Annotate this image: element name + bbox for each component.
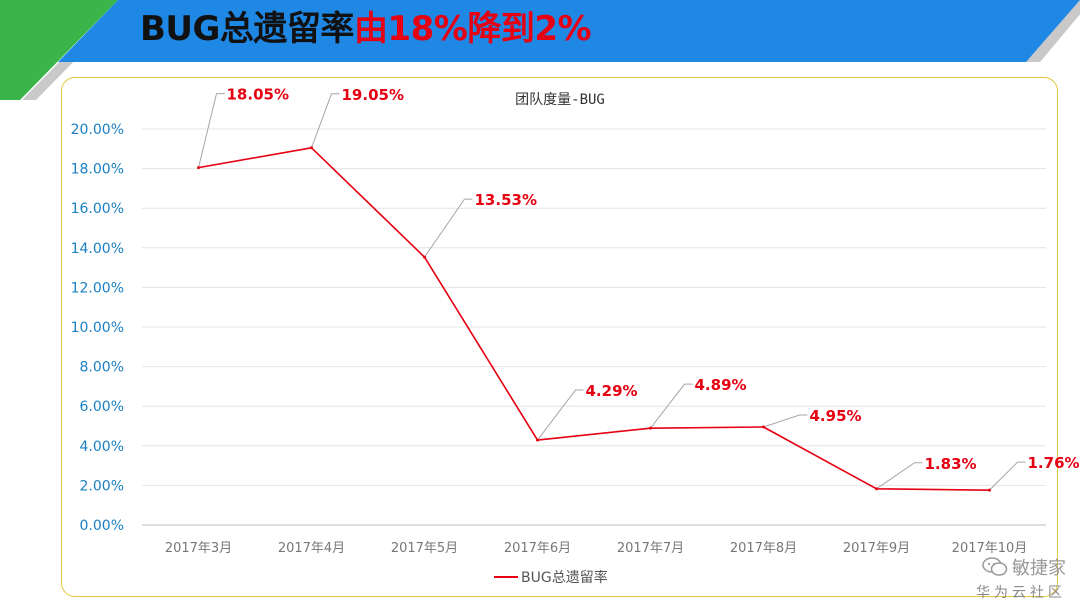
x-tick-label: 2017年7月 bbox=[617, 541, 684, 556]
x-tick-label: 2017年8月 bbox=[730, 541, 797, 556]
series-line bbox=[198, 147, 990, 491]
x-tick-label: 2017年9月 bbox=[843, 541, 910, 556]
y-tick-label: 8.00% bbox=[80, 360, 124, 376]
data-labels: 18.05% 19.05% 13.53% 4.29% 4.89% 4.95% 1.83% 1.… bbox=[227, 86, 1080, 473]
data-label: 4.29% bbox=[586, 382, 638, 400]
label-leader-line bbox=[198, 93, 225, 168]
y-tick-label: 2.00% bbox=[80, 478, 124, 494]
watermark-name: 敏捷家 bbox=[1012, 558, 1066, 579]
data-point[interactable] bbox=[310, 146, 313, 150]
y-tick-label: 20.00% bbox=[71, 122, 124, 138]
data-label: 18.05% bbox=[227, 86, 289, 104]
label-leader-line bbox=[650, 383, 693, 429]
chart-title: 团队度量-BUG bbox=[515, 92, 605, 108]
data-point[interactable] bbox=[536, 438, 539, 442]
data-point[interactable] bbox=[197, 166, 200, 170]
label-leader-line bbox=[424, 198, 473, 258]
watermark: 敏捷家 华为云社区 bbox=[976, 554, 1066, 602]
label-leader-line bbox=[876, 462, 923, 490]
title-part-red: 由18%降到2% bbox=[353, 9, 592, 49]
title-part-black: BUG总遗留率 bbox=[140, 9, 354, 49]
x-axis-ticks: 2017年3月 2017年4月 2017年5月 2017年6月 2017年7月 2017年… bbox=[165, 541, 1028, 556]
data-label: 19.05% bbox=[342, 86, 404, 104]
watermark-source: 华为云社区 bbox=[976, 585, 1066, 601]
x-tick-label: 2017年10月 bbox=[952, 541, 1028, 556]
data-point[interactable] bbox=[649, 426, 652, 430]
label-leader-line bbox=[763, 414, 808, 428]
banner-right-corner bbox=[1040, 14, 1080, 62]
grid-lines bbox=[142, 128, 1046, 526]
y-axis-ticks: 0.00% 2.00% 4.00% 6.00% 8.00% 10.00% 12.00% 14.… bbox=[71, 122, 124, 534]
slide-banner bbox=[0, 0, 1080, 100]
y-tick-label: 18.00% bbox=[71, 162, 124, 178]
series-layer bbox=[197, 146, 991, 492]
data-label: 4.89% bbox=[695, 376, 747, 394]
banner-blue-bar bbox=[58, 0, 1080, 62]
data-point[interactable] bbox=[423, 255, 426, 259]
y-tick-label: 14.00% bbox=[71, 241, 124, 257]
data-label: 1.76% bbox=[1028, 454, 1080, 472]
data-label: 1.83% bbox=[925, 455, 977, 473]
data-label: 13.53% bbox=[475, 191, 537, 209]
label-leader-line bbox=[989, 461, 1026, 491]
y-tick-label: 0.00% bbox=[80, 518, 124, 534]
legend[interactable]: BUG总遗留率 bbox=[494, 569, 608, 586]
label-leader-line bbox=[537, 389, 584, 441]
data-point[interactable] bbox=[762, 425, 765, 429]
x-tick-label: 2017年4月 bbox=[278, 541, 345, 556]
slide-title: BUG总遗留率由18%降到2% bbox=[140, 6, 592, 52]
y-tick-label: 4.00% bbox=[80, 439, 124, 455]
banner-right-gray bbox=[1026, 0, 1080, 62]
x-tick-label: 2017年3月 bbox=[165, 541, 232, 556]
label-leader-line bbox=[311, 93, 340, 148]
x-tick-label: 2017年6月 bbox=[504, 541, 571, 556]
banner-green-stripe bbox=[0, 0, 118, 100]
chart-frame bbox=[61, 77, 1058, 597]
wechat-icon bbox=[982, 557, 1008, 576]
x-tick-label: 2017年5月 bbox=[391, 541, 458, 556]
data-label: 4.95% bbox=[810, 407, 862, 425]
y-tick-label: 10.00% bbox=[71, 320, 124, 336]
label-leader-lines bbox=[198, 93, 1026, 491]
y-tick-label: 6.00% bbox=[80, 399, 124, 415]
data-point[interactable] bbox=[875, 487, 878, 491]
data-point[interactable] bbox=[988, 488, 991, 492]
legend-label: BUG总遗留率 bbox=[521, 569, 608, 586]
y-tick-label: 16.00% bbox=[71, 201, 124, 217]
y-tick-label: 12.00% bbox=[71, 280, 124, 296]
